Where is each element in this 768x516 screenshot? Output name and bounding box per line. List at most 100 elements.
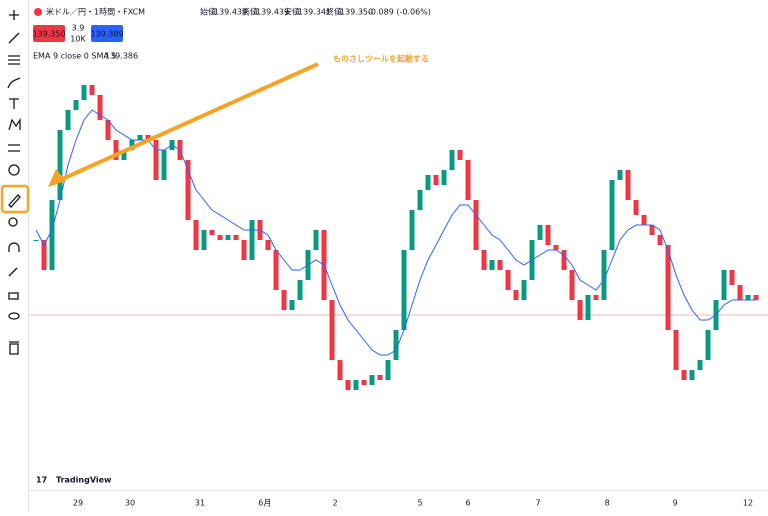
candle-body [57, 130, 63, 200]
sell-price[interactable]: 139.350 [32, 30, 65, 39]
candle-body [545, 225, 551, 245]
zoom-tool[interactable] [8, 217, 18, 227]
x-tick-label: 12 [743, 499, 753, 508]
text-tool[interactable] [9, 98, 19, 109]
change-value: -0.089 (-0.06%) [368, 8, 431, 17]
trendline-tool[interactable] [8, 32, 20, 44]
indicator-value: 139.386 [105, 52, 138, 61]
candle-body [121, 150, 127, 160]
candle-body [497, 260, 503, 270]
spread: 3.9 [72, 24, 85, 33]
x-tick-label: 30 [125, 499, 135, 508]
candle-body [473, 200, 479, 250]
emoji-tool[interactable] [8, 164, 20, 176]
candle-body [129, 140, 135, 150]
candle-body [705, 330, 711, 360]
candle-body [753, 295, 759, 300]
candle-body [361, 380, 367, 385]
high-value: 139.439 [256, 8, 289, 17]
candle-body [377, 375, 383, 380]
candle-body [697, 360, 703, 370]
candle-body [105, 120, 111, 140]
candle-body [673, 330, 679, 370]
brush-tool[interactable] [7, 77, 21, 89]
symbol-icon [34, 8, 42, 16]
buy-button[interactable] [91, 25, 123, 42]
logo-mark: 17 [36, 476, 47, 485]
ruler-tool[interactable] [8, 194, 21, 208]
x-tick-label: 29 [73, 499, 83, 508]
candle-body [81, 85, 87, 100]
candle-body [745, 295, 751, 300]
candle-body [161, 150, 167, 180]
legend-header: 米ドル／円・1時間・FXCM 始値 139.439 高値 139.439 安値 … [32, 7, 430, 61]
candle-body [329, 300, 335, 360]
candle-body [145, 135, 151, 140]
close-value: 139.350 [340, 8, 373, 17]
candle-body [569, 270, 575, 300]
x-tick-label: 6月 [258, 499, 271, 508]
highlight-box [0, 184, 30, 214]
candle-body [153, 140, 159, 180]
annotation-arrow [59, 62, 319, 182]
x-tick-label: 5 [417, 499, 422, 508]
candle-body [345, 380, 351, 390]
candle-body [137, 135, 143, 140]
candle-body [393, 330, 399, 360]
candle-body [729, 270, 735, 285]
candle-body [689, 370, 695, 380]
candle-body [65, 110, 71, 130]
buy-price[interactable]: 139.389 [90, 30, 123, 39]
close-label: 終値 [326, 7, 342, 17]
stay-drawing-tool[interactable] [8, 267, 18, 277]
candle-body [297, 280, 303, 300]
candle-body [537, 225, 543, 240]
open-value: 139.439 [214, 8, 247, 17]
candle-body [609, 180, 615, 250]
candle-body [553, 245, 559, 250]
candle-body [665, 245, 671, 330]
candle-body [353, 380, 359, 390]
high-label: 高値 [242, 7, 258, 17]
candle-body [649, 225, 655, 235]
forecast-tool[interactable] [8, 144, 20, 152]
candle-body [217, 235, 223, 240]
candle-body [113, 140, 119, 160]
hide-tool[interactable] [8, 312, 20, 320]
candle-body [249, 220, 255, 260]
sell-button[interactable] [33, 25, 65, 42]
candle-body [225, 235, 231, 240]
pattern-tool[interactable] [8, 117, 21, 131]
annotation-text: ものさしツールを起動する [333, 54, 429, 64]
candle-body [185, 160, 191, 220]
candle-body [209, 230, 215, 235]
indicator-name: EMA 9 close 0 SMA 5 [33, 52, 116, 61]
candle-body [369, 375, 375, 385]
magnet-tool[interactable] [8, 242, 20, 252]
lock-tool[interactable] [8, 292, 19, 300]
open-label: 始値 [200, 7, 216, 17]
candle-body [641, 215, 647, 225]
x-tick-label: 7 [535, 499, 540, 508]
candle-body [385, 360, 391, 380]
candle-body [513, 290, 519, 300]
delete-tool[interactable] [9, 341, 19, 355]
x-tick-label: 9 [673, 499, 678, 508]
candle-body [449, 150, 455, 170]
candle-body [617, 170, 623, 180]
candle-body [681, 370, 687, 380]
candle-body [737, 285, 743, 300]
candle-body [593, 295, 599, 300]
x-tick-label: 8 [605, 499, 610, 508]
low-label: 安値 [284, 7, 300, 17]
candle-body [97, 95, 103, 120]
candle-body [657, 235, 663, 245]
candle-body [313, 230, 319, 250]
candle-body [481, 250, 487, 270]
crosshair-tool[interactable] [9, 10, 19, 20]
fib-tool[interactable] [8, 55, 20, 65]
symbol-title: 米ドル／円・1時間・FXCM [46, 7, 145, 17]
candle-body [33, 240, 39, 241]
arrow-head [48, 169, 66, 187]
